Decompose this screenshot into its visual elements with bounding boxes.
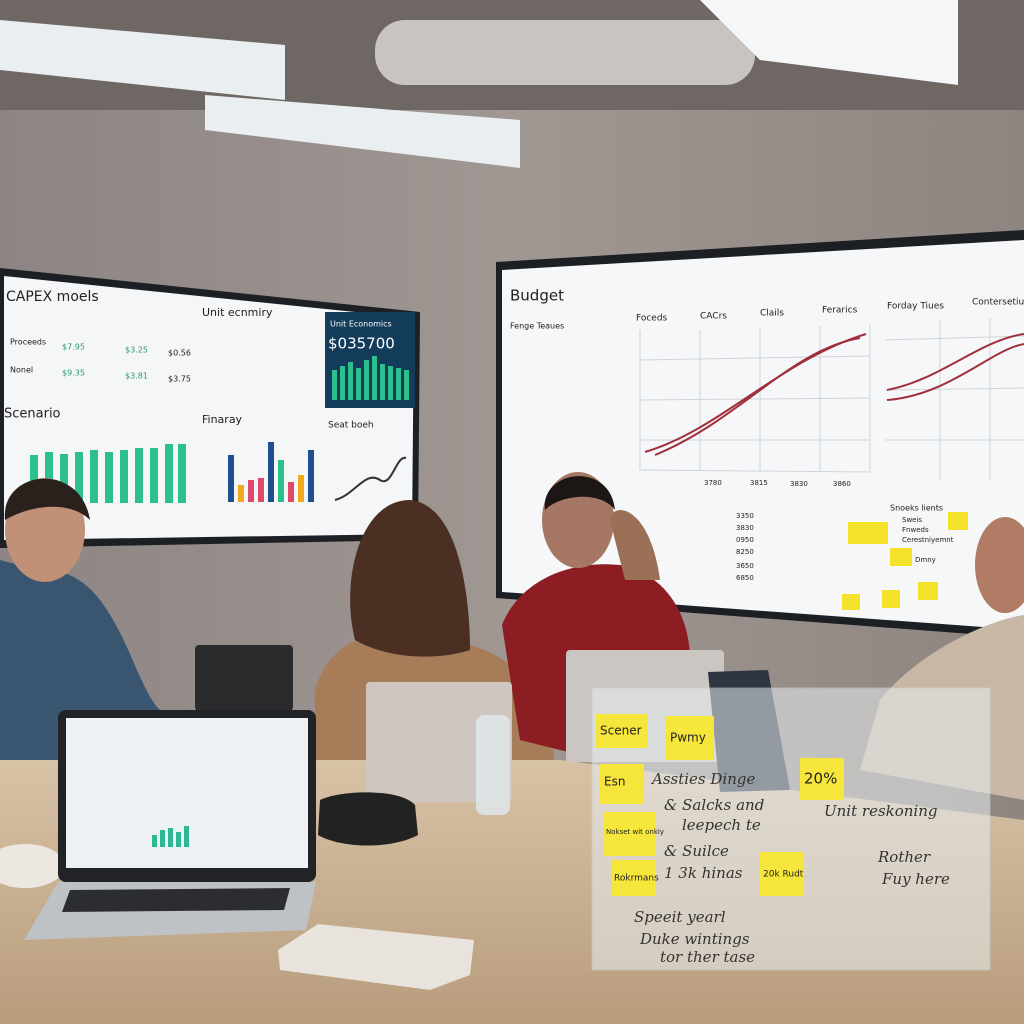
screen-stickies (842, 512, 968, 610)
handwriting: & Salcks and (664, 796, 764, 814)
cell: $7.95 (62, 343, 85, 352)
panel-title: Finaray (202, 413, 243, 426)
head (975, 517, 1024, 613)
tick: 3780 (704, 479, 722, 487)
note: Sweis (902, 516, 922, 524)
cell: 6850 (736, 574, 754, 582)
handwriting: Duke wintings (639, 930, 750, 948)
notebook (278, 924, 474, 990)
cell: 3650 (736, 562, 754, 570)
panel-title: Unit ecnmiry (202, 306, 273, 319)
panel-title: Unit Economics (330, 320, 392, 329)
cell: $0.56 (168, 349, 191, 358)
handwriting: 1 3k hinas (664, 864, 743, 882)
bottle (476, 715, 510, 815)
phone-device (0, 844, 65, 888)
bars (228, 442, 314, 502)
handwriting: Assties Dinge (650, 770, 755, 788)
cell: Nonel (10, 366, 33, 375)
notes-title: Snoeks lients (890, 504, 943, 513)
handwriting: & Suilce (664, 842, 729, 860)
panel-title: CAPEX moels (6, 289, 99, 305)
laptop (195, 645, 293, 711)
panel-title: Scenario (4, 407, 61, 422)
light (205, 95, 520, 168)
cell: $3.81 (125, 372, 148, 381)
tick: 3860 (833, 480, 851, 488)
cell: $3.25 (125, 346, 148, 355)
cell: 3350 (736, 512, 754, 520)
cell: $3.75 (168, 375, 191, 384)
sticky-text: Esn (604, 775, 625, 789)
glass-board (591, 687, 991, 971)
cell: Proceeds (10, 338, 46, 347)
line-sketch (334, 456, 407, 501)
light (700, 0, 958, 85)
sticky-text: 20% (804, 770, 837, 788)
sticky-text: 20k Rudt (763, 870, 804, 880)
note: Cerestniyemnt (902, 536, 954, 544)
header: Clails (760, 309, 784, 319)
sticky-text: Nokset wit onkiy (606, 828, 664, 836)
handwriting: tor ther tase (660, 948, 755, 966)
sticky-text: Scener (600, 724, 642, 738)
handwriting: Unit reskoning (824, 802, 937, 820)
header: Forday Tiues (887, 302, 944, 312)
sticky-text: Rokrmans (614, 874, 659, 884)
bars (30, 356, 409, 503)
hair (4, 478, 91, 520)
keyboard (62, 888, 290, 912)
screen-title: Budget (510, 287, 564, 305)
tick: 3830 (790, 480, 808, 488)
handwriting: Speeit yearl (634, 908, 726, 926)
sticky-text: Pwmy (670, 731, 706, 745)
handwriting: leepech te (682, 816, 761, 834)
hair (544, 476, 615, 510)
cell: 0950 (736, 536, 754, 544)
big-number: $035700 (328, 335, 395, 353)
header: Ferarics (822, 306, 858, 316)
laptop-bars (152, 826, 189, 847)
hair (350, 500, 470, 657)
laptop (366, 682, 512, 802)
stickies (596, 714, 844, 896)
bag (318, 792, 418, 846)
hair (610, 509, 660, 580)
note: Fnweds (902, 526, 929, 534)
curves (644, 333, 1024, 456)
panel-title: Seat boeh (328, 421, 374, 431)
header: Foceds (636, 314, 668, 324)
handwriting: Fuy here (881, 870, 950, 888)
header: CACrs (700, 312, 727, 322)
cell: 3830 (736, 524, 754, 532)
light (0, 20, 285, 100)
side-title: Fenge Teaues (510, 322, 564, 331)
header: Contersetiue (972, 298, 1024, 308)
cell: $9.35 (62, 369, 85, 378)
handwriting: Rother (877, 848, 931, 866)
duct (375, 20, 755, 85)
cell: 8250 (736, 548, 754, 556)
tick: 3815 (750, 479, 768, 487)
note: Dmny (915, 556, 936, 564)
